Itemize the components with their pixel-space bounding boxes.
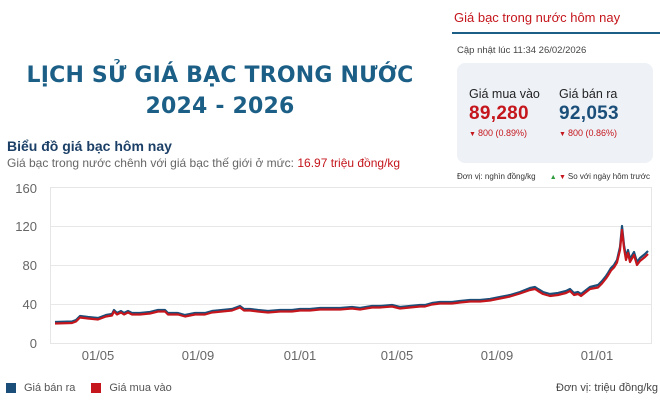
x-tick: 01/01 [284, 348, 317, 363]
y-tick-120: 120 [15, 219, 37, 234]
panel-unit: Đơn vị: nghìn đồng/kg [457, 172, 536, 181]
chart-subtitle-text: Giá bạc trong nước chênh với giá bạc thế… [7, 156, 298, 170]
legend-item-sell[interactable]: Giá bán ra [6, 382, 75, 394]
price-gap-value: 16.97 triệu đồng/kg [297, 156, 401, 170]
price-card: Giá mua vào 89,280 ▼ 800 (0.89%) Giá bán … [457, 63, 653, 163]
x-tick: 01/05 [381, 348, 414, 363]
x-tick: 01/01 [581, 348, 614, 363]
chart-title: Biểu đồ giá bạc hôm nay [7, 138, 172, 154]
sell-price-value: 92,053 [559, 103, 619, 124]
chart-subtitle: Giá bạc trong nước chênh với giá bạc thế… [7, 156, 400, 170]
x-tick: 01/05 [82, 348, 115, 363]
down-triangle-icon: ▼ [558, 174, 566, 181]
updated-timestamp: Cập nhật lúc 11:34 26/02/2026 [457, 45, 587, 56]
legend-item-buy[interactable]: Giá mua vào [91, 382, 172, 394]
sell-change-text: 800 (0.86%) [567, 128, 617, 138]
legend-label-sell: Giá bán ra [24, 382, 76, 394]
page-title-line1: LỊCH SỬ GIÁ BẠC TRONG NƯỚC [26, 63, 414, 88]
y-axis: 0 40 80 120 160 [15, 181, 37, 351]
chart-legend: Giá bán ra Giá mua vào [6, 382, 188, 394]
series-buy-line [54, 228, 649, 325]
x-axis: 01/05 01/09 01/01 01/05 01/09 01/01 [82, 348, 614, 363]
legend-swatch-sell [6, 383, 16, 393]
y-tick-40: 40 [23, 297, 37, 312]
chart-unit: Đơn vị: triệu đồng/kg [556, 382, 658, 394]
buy-price-label: Giá mua vào [469, 87, 540, 101]
series-sell-line [54, 224, 649, 324]
gridlines [51, 226, 651, 305]
buy-price-block: Giá mua vào 89,280 ▼ 800 (0.89%) [469, 87, 540, 138]
today-price-panel: Giá bạc trong nước hôm nay Cập nhật lúc … [444, 0, 660, 190]
down-triangle-icon: ▼ [559, 131, 566, 138]
x-tick: 01/09 [481, 348, 514, 363]
page-title: LỊCH SỬ GIÁ BẠC TRONG NƯỚC 2024 - 2026 [0, 60, 440, 122]
sell-price-block: Giá bán ra 92,053 ▼ 800 (0.86%) [559, 87, 619, 138]
buy-price-value: 89,280 [469, 103, 529, 124]
panel-divider [452, 32, 660, 34]
up-triangle-icon: ▲ [549, 174, 557, 181]
x-tick: 01/09 [182, 348, 215, 363]
compare-note: ▲ ▼ So với ngày hôm trước [550, 172, 650, 181]
buy-price-change: ▼ 800 (0.89%) [469, 128, 540, 138]
y-tick-0: 0 [30, 336, 37, 351]
buy-change-text: 800 (0.89%) [477, 128, 527, 138]
sell-price-label: Giá bán ra [559, 87, 618, 101]
y-tick-160: 160 [15, 181, 37, 196]
compare-note-text: So với ngày hôm trước [567, 172, 650, 181]
sell-price-change: ▼ 800 (0.86%) [559, 128, 619, 138]
price-history-chart: 0 40 80 120 160 01/05 01/09 01/01 01/05 … [15, 181, 652, 363]
page-title-line2: 2024 - 2026 [145, 94, 295, 119]
down-triangle-icon: ▼ [469, 131, 476, 138]
panel-title: Giá bạc trong nước hôm nay [454, 10, 621, 25]
y-tick-80: 80 [23, 258, 37, 273]
legend-label-buy: Giá mua vào [109, 382, 172, 394]
legend-swatch-buy [91, 383, 102, 393]
